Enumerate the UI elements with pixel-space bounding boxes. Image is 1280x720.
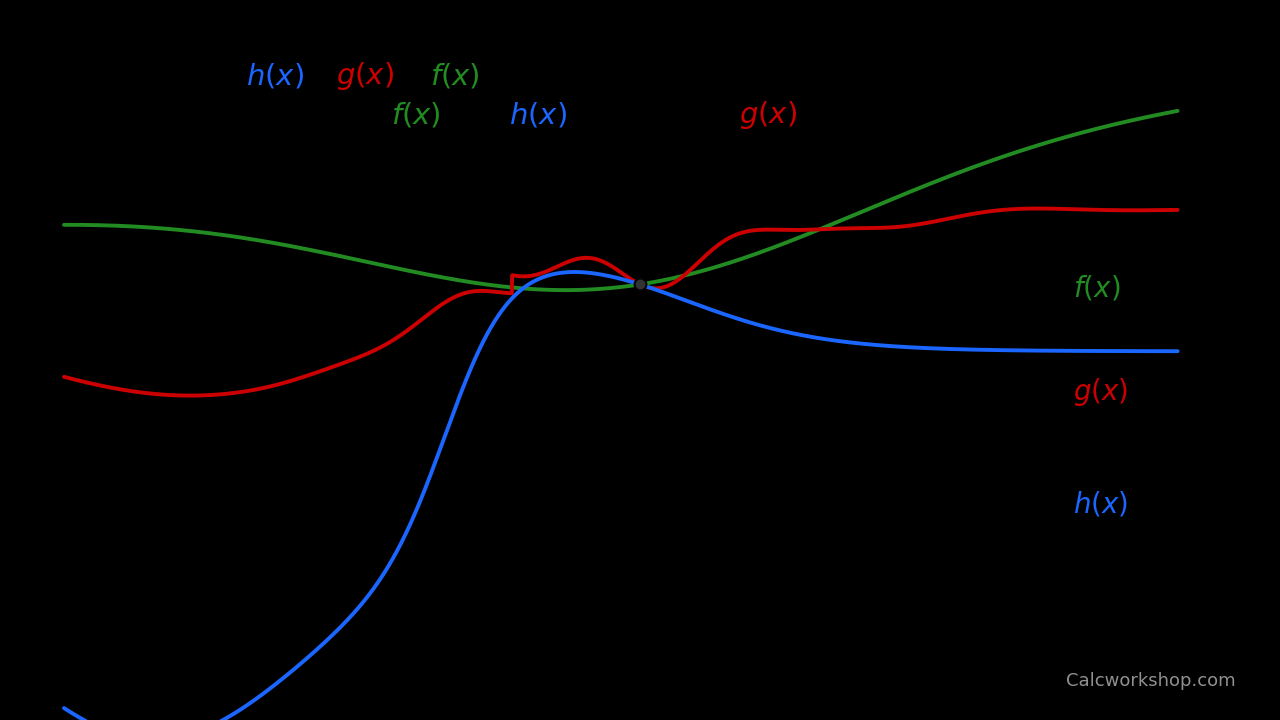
Text: $\mathit{f}(x)$: $\mathit{f}(x)$ [1073,274,1120,302]
Text: $\mathit{g}(x)$: $\mathit{g}(x)$ [335,60,394,91]
Text: $\mathit{g}(x)$: $\mathit{g}(x)$ [739,99,797,131]
Text: $\mathit{h}(x)$: $\mathit{h}(x)$ [246,61,305,90]
Text: $\mathit{h}(x)$: $\mathit{h}(x)$ [1073,490,1128,518]
Text: Calcworkshop.com: Calcworkshop.com [1065,672,1235,690]
Text: $\mathit{g}(x)$: $\mathit{g}(x)$ [1073,377,1128,408]
Text: $\mathit{f}(x)$: $\mathit{f}(x)$ [430,61,479,90]
Text: $\mathit{h}(x)$: $\mathit{h}(x)$ [508,101,567,130]
Text: $\mathit{f}(x)$: $\mathit{f}(x)$ [392,101,440,130]
